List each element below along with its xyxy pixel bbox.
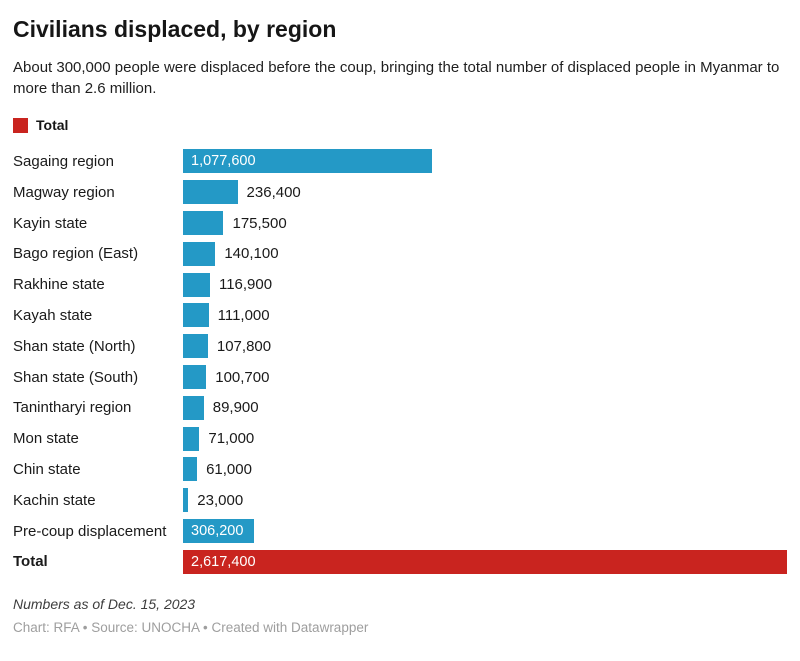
bar-track: 140,100 [183,241,787,266]
chart-row: Total 2,617,400 [13,546,787,577]
chart-row: Sagaing region 1,077,600 [13,146,787,177]
chart-row: Chin state 61,000 [13,454,787,485]
legend: Total [13,117,787,133]
value-bar [183,180,238,205]
category-label: Rakhine state [13,276,105,294]
value-label: 23,000 [197,491,244,509]
value-label: 100,700 [215,368,270,386]
value-bar [183,426,200,451]
category-label: Chin state [13,460,81,478]
value-bar [183,303,209,328]
chart-row: Tanintharyi region 89,900 [13,392,787,423]
value-bar [183,272,210,297]
bar-track: 89,900 [183,395,787,420]
value-label: 71,000 [208,430,255,448]
legend-label-total: Total [36,117,69,134]
category-label: Kachin state [13,491,96,509]
category-label: Total [13,553,48,571]
bar-track: 306,200 [183,519,787,544]
bar-track: 111,000 [183,303,787,328]
chart-row: Magway region 236,400 [13,177,787,208]
bar-track: 116,900 [183,272,787,297]
category-label: Mon state [13,430,79,448]
chart-row: Mon state 71,000 [13,423,787,454]
category-label: Pre-coup displacement [13,522,167,540]
bar-track: 61,000 [183,457,787,482]
legend-swatch-total [13,117,28,133]
value-label: 61,000 [206,460,252,478]
bar-chart: Sagaing region 1,077,600 Magway region 236,… [13,146,787,577]
value-label: 140,100 [224,245,279,263]
chart-row: Shan state (South) 100,700 [13,362,787,393]
chart-row: Pre-coup displacement 306,200 [13,516,787,547]
category-label: Magway region [13,183,115,201]
chart-row: Kayah state 111,000 [13,300,787,331]
value-label: 2,617,400 [191,553,256,570]
bar-track: 175,500 [183,211,787,236]
category-label: Bago region (East) [13,245,139,263]
value-bar [183,334,208,359]
chart-rows: Sagaing region 1,077,600 Magway region 236,… [13,146,787,577]
category-label: Sagaing region [13,152,114,170]
value-label: 236,400 [246,183,301,201]
value-label: 175,500 [232,214,287,232]
value-label: 1,077,600 [191,153,256,170]
bar-track: 23,000 [183,488,787,513]
page-title: Civilians displaced, by region [13,16,337,42]
value-bar: 306,200 [183,519,254,544]
total-bar: 2,617,400 [183,549,787,574]
chart-row: Shan state (North) 107,800 [13,331,787,362]
value-label: 111,000 [217,306,270,324]
bar-track: 100,700 [183,365,787,390]
bar-track: 2,617,400 [183,549,787,574]
chart-row: Kachin state 23,000 [13,485,787,516]
category-label: Kayah state [13,306,93,324]
footnote: Numbers as of Dec. 15, 2023 [13,596,196,613]
bar-track: 1,077,600 [183,149,787,174]
value-label: 107,800 [216,337,272,355]
value-label: 116,900 [218,276,273,294]
value-bar [183,457,198,482]
chart-footer: Numbers as of Dec. 15, 2023 Chart: RFA •… [13,596,787,635]
value-label: 306,200 [191,523,244,540]
category-label: Kayin state [13,214,88,232]
chart-subtitle: About 300,000 people were displaced befo… [13,58,780,98]
chart-row: Bago region (East) 140,100 [13,238,787,269]
value-bar [183,241,216,266]
bar-track: 107,800 [183,334,787,359]
category-label: Shan state (North) [13,337,136,355]
value-bar [183,488,189,513]
source-byline: Chart: RFA • Source: UNOCHA • Created wi… [13,620,369,636]
value-label: 89,900 [212,399,259,417]
bar-track: 71,000 [183,426,787,451]
category-label: Shan state (South) [13,368,139,386]
value-bar [183,395,204,420]
value-bar: 1,077,600 [183,149,432,174]
chart-row: Rakhine state 116,900 [13,269,787,300]
bar-track: 236,400 [183,180,787,205]
value-bar [183,211,224,236]
chart-row: Kayin state 175,500 [13,208,787,239]
category-label: Tanintharyi region [13,399,132,417]
value-bar [183,365,207,390]
